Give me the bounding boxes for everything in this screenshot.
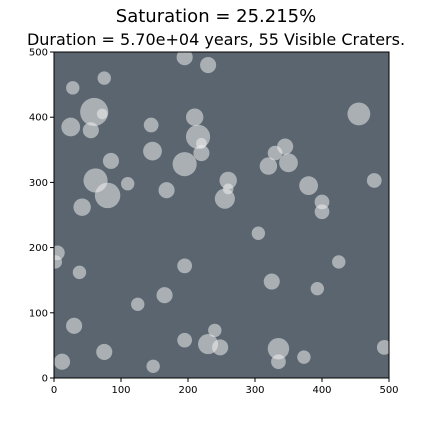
crater-2 — [97, 71, 111, 85]
crater-12 — [193, 145, 210, 162]
crater-36 — [332, 255, 346, 269]
crater-18 — [347, 102, 371, 126]
crater-45 — [212, 339, 229, 356]
crater-15 — [267, 145, 283, 161]
x-tick-label-1: 100 — [111, 385, 130, 396]
crater-27 — [299, 176, 318, 196]
crater-39 — [156, 287, 173, 304]
crater-33 — [54, 255, 63, 269]
y-tick-label-3: 300 — [29, 178, 48, 189]
crater-layer — [54, 52, 389, 373]
crater-35 — [177, 258, 193, 274]
crater-41 — [66, 317, 83, 334]
crater-38 — [310, 281, 325, 296]
crater-21 — [121, 177, 135, 191]
crater-55 — [222, 183, 234, 195]
crater-22 — [94, 182, 121, 209]
x-tick-label-2: 200 — [178, 385, 197, 396]
x-tick-label-0: 0 — [51, 385, 57, 396]
crater-54 — [196, 137, 207, 149]
crater-42 — [177, 332, 193, 348]
crater-52 — [146, 359, 160, 373]
crater-8 — [143, 117, 159, 133]
crater-25 — [219, 171, 237, 190]
crater-51 — [54, 353, 71, 370]
plot-area — [54, 52, 389, 378]
x-tick-label-3: 300 — [245, 385, 264, 396]
plot-frame — [53, 51, 390, 379]
y-tick-label-0: 0 — [42, 374, 48, 385]
y-tick-label-2: 200 — [29, 243, 48, 254]
crater-53 — [96, 108, 108, 120]
crater-1 — [66, 81, 80, 95]
y-tick-label-1: 100 — [29, 308, 48, 319]
crater-37 — [263, 273, 280, 290]
crater-46 — [96, 343, 113, 360]
crater-19 — [102, 152, 119, 169]
crater-9 — [185, 108, 204, 126]
crater-16 — [259, 157, 278, 175]
crater-40 — [131, 297, 145, 312]
crater-6 — [61, 117, 81, 137]
crater-17 — [279, 153, 298, 173]
crater-11 — [143, 141, 162, 161]
crater-43 — [208, 323, 222, 338]
crater-24 — [158, 182, 175, 199]
x-tick-label-4: 400 — [312, 385, 331, 396]
crater-13 — [172, 152, 197, 177]
axis-layer: 0 100 200 300 400 500 0 100 200 300 400 500 — [29, 48, 399, 397]
crater-49 — [297, 350, 311, 364]
crater-48 — [271, 354, 286, 370]
crater-4 — [200, 57, 217, 74]
crater-47 — [267, 337, 290, 360]
crater-23 — [73, 198, 91, 216]
crater-29 — [314, 204, 330, 220]
crater-31 — [251, 226, 266, 240]
y-tick-label-4: 400 — [29, 113, 48, 124]
crater-7 — [82, 122, 99, 139]
y-tick-label-5: 500 — [29, 48, 48, 59]
x-tick-label-5: 500 — [379, 385, 398, 396]
crater-50 — [376, 339, 389, 355]
chart-title: Saturation = 25.215% — [115, 6, 317, 27]
chart-subtitle: Duration = 5.70e+04 years, 55 Visible Cr… — [26, 30, 406, 49]
crater-3 — [176, 52, 193, 66]
crater-30 — [366, 173, 382, 188]
crater-34 — [72, 265, 87, 280]
